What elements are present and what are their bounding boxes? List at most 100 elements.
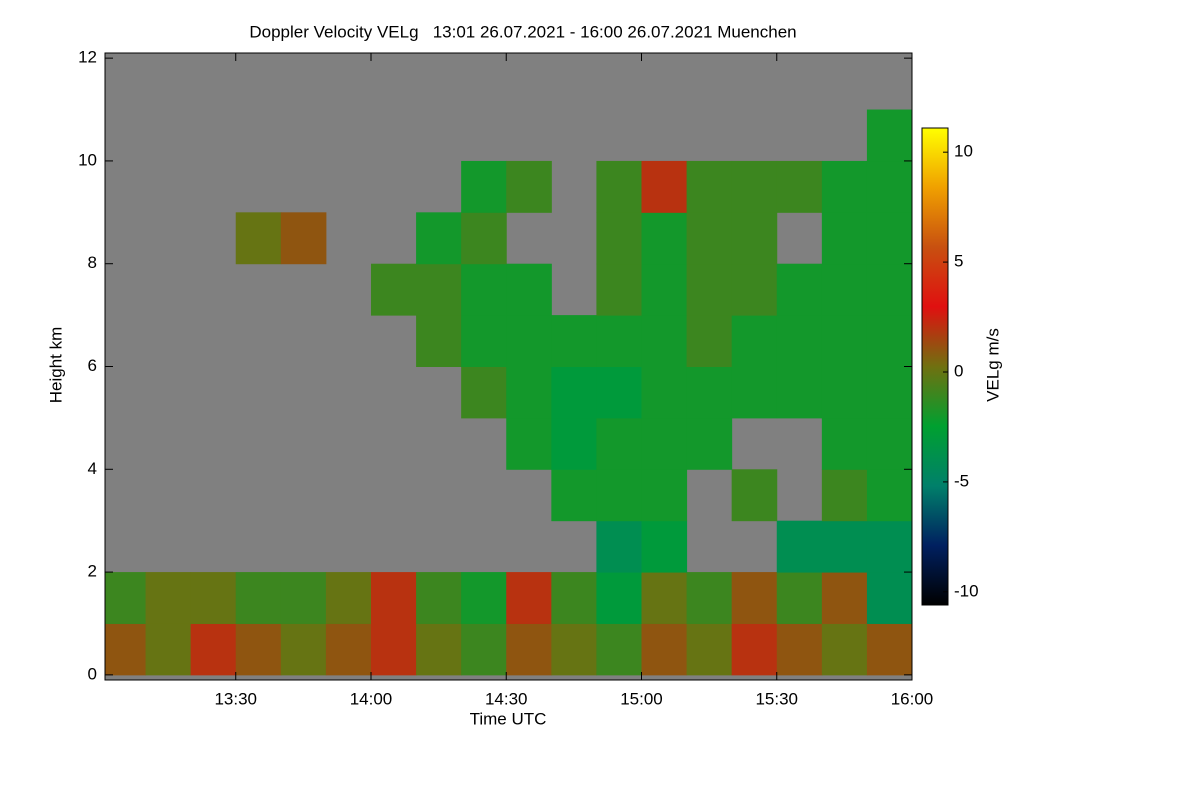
colorbar-tick-label: 5	[954, 252, 963, 271]
heatmap-cell	[821, 315, 868, 367]
heatmap-cell	[416, 263, 462, 316]
heatmap-cell	[866, 160, 912, 213]
heatmap-cell	[866, 263, 912, 316]
heatmap-cell	[235, 623, 282, 676]
heatmap-cell	[596, 469, 642, 522]
heatmap-cell	[731, 263, 778, 316]
heatmap-cell	[596, 315, 642, 367]
heatmap-cell	[866, 366, 912, 419]
heatmap-cell	[506, 417, 552, 470]
y-axis-label: Height km	[46, 327, 65, 404]
y-tick-label: 10	[78, 150, 97, 169]
heatmap-cell	[551, 469, 597, 522]
heatmap-cell	[776, 160, 823, 213]
heatmap-cell	[551, 623, 597, 676]
heatmap-cell	[506, 160, 552, 213]
heatmap-cell	[866, 315, 912, 367]
heatmap-cell	[776, 315, 823, 367]
heatmap-cell	[551, 366, 597, 419]
heatmap-cell	[731, 366, 778, 419]
heatmap-cell	[551, 572, 597, 624]
colorbar-tick-label: 0	[954, 361, 963, 380]
heatmap-cell	[461, 366, 507, 419]
heatmap-cell	[641, 417, 688, 470]
heatmap-cell	[416, 315, 462, 367]
heatmap-cell	[280, 623, 327, 676]
heatmap-cell	[776, 366, 823, 419]
heatmap-cell	[461, 160, 507, 213]
heatmap-cell	[280, 572, 327, 624]
heatmap-cell	[596, 520, 642, 573]
heatmap-cell	[821, 417, 868, 470]
heatmap-cell	[821, 366, 868, 419]
y-tick-label: 4	[88, 459, 97, 478]
heatmap-cell	[686, 623, 733, 676]
heatmap-cell	[596, 366, 642, 419]
heatmap-cell	[641, 572, 688, 624]
heatmap-cell	[821, 263, 868, 316]
colorbar-tick-label: 10	[954, 142, 973, 161]
chart-title: Doppler Velocity VELg 13:01 26.07.2021 -…	[249, 22, 796, 41]
x-axis-label: Time UTC	[470, 709, 547, 728]
heatmap-cell	[731, 623, 778, 676]
heatmap-cell	[596, 263, 642, 316]
heatmap-cell	[776, 572, 823, 624]
x-tick-label: 15:00	[620, 689, 663, 708]
heatmap-cell	[416, 212, 462, 265]
heatmap-cell	[280, 212, 327, 265]
heatmap-cell	[506, 572, 552, 624]
heatmap-cell	[821, 212, 868, 265]
heatmap-cell	[370, 623, 417, 676]
heatmap-cell	[776, 520, 823, 573]
heatmap	[105, 109, 912, 676]
heatmap-cell	[105, 572, 147, 624]
heatmap-cell	[866, 520, 912, 573]
heatmap-cell	[641, 263, 688, 316]
heatmap-cell	[416, 572, 462, 624]
heatmap-cell	[235, 572, 282, 624]
heatmap-cell	[686, 417, 733, 470]
heatmap-cell	[731, 469, 778, 522]
heatmap-cell	[235, 212, 282, 265]
heatmap-cell	[821, 572, 868, 624]
colorbar	[921, 127, 949, 606]
heatmap-cell	[821, 160, 868, 213]
heatmap-cell	[641, 160, 688, 213]
colorbar-tick-label: -10	[954, 581, 979, 600]
heatmap-cell	[596, 160, 642, 213]
heatmap-cell	[686, 212, 733, 265]
heatmap-cell	[731, 315, 778, 367]
heatmap-cell	[776, 263, 823, 316]
heatmap-cell	[641, 469, 688, 522]
x-tick-label: 16:00	[891, 689, 934, 708]
colorbar-label: VELg m/s	[983, 328, 1002, 402]
heatmap-cell	[506, 263, 552, 316]
x-tick-label: 14:30	[485, 689, 528, 708]
heatmap-cell	[551, 417, 597, 470]
y-tick-label: 0	[88, 664, 97, 683]
y-tick-label: 6	[88, 356, 97, 375]
heatmap-cell	[686, 263, 733, 316]
heatmap-cell	[461, 263, 507, 316]
heatmap-cell	[370, 572, 417, 624]
heatmap-cell	[370, 263, 417, 316]
y-tick-label: 2	[88, 562, 97, 581]
heatmap-cell	[731, 212, 778, 265]
heatmap-cell	[731, 572, 778, 624]
heatmap-cell	[105, 623, 147, 676]
colorbar-tick-label: -5	[954, 471, 969, 490]
heatmap-cell	[416, 623, 462, 676]
heatmap-cell	[596, 623, 642, 676]
heatmap-cell	[866, 469, 912, 522]
heatmap-cell	[866, 417, 912, 470]
heatmap-cell	[641, 520, 688, 573]
heatmap-cell	[641, 212, 688, 265]
heatmap-cell	[551, 315, 597, 367]
heatmap-cell	[821, 469, 868, 522]
x-tick-label: 13:30	[214, 689, 257, 708]
heatmap-cell	[461, 212, 507, 265]
y-tick-label: 8	[88, 253, 97, 272]
heatmap-cell	[461, 315, 507, 367]
heatmap-cell	[461, 623, 507, 676]
